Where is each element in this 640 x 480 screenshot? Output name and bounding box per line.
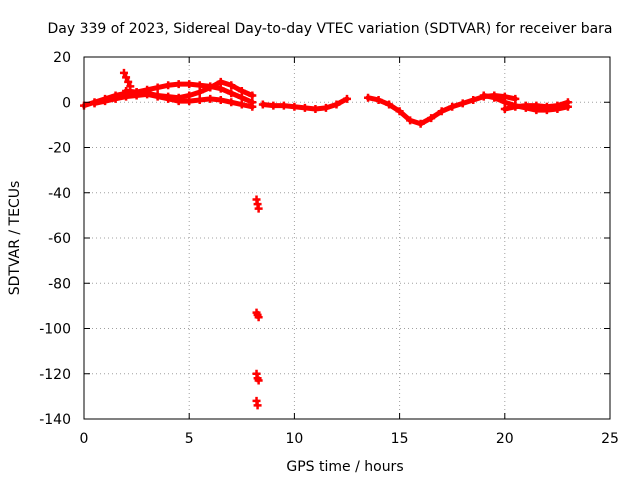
series-track-d <box>258 94 351 114</box>
data-point-track-d-8 <box>343 94 351 103</box>
data-point-track-e-0 <box>364 93 373 102</box>
grid-layer <box>84 57 610 419</box>
data-layer <box>80 68 572 410</box>
data-point-track-a-10 <box>185 80 194 89</box>
data-point-track-g-1 <box>511 102 520 111</box>
data-point-track-e-2 <box>385 100 394 109</box>
data-point-track-c-2 <box>143 89 152 98</box>
data-point-track-e-10 <box>469 95 478 104</box>
data-point-track-a-13 <box>216 84 225 93</box>
x-tick-label-15: 15 <box>391 431 409 447</box>
tick-layer: 0 5 10 15 20 25 20 0 -20 -40 -60 -80 -100 -120 -140 <box>39 50 619 447</box>
data-point-track-b-11 <box>206 94 215 103</box>
data-point-track-d-6 <box>321 103 330 112</box>
data-point-track-b-15 <box>248 102 257 111</box>
data-point-track-d-2 <box>279 101 288 110</box>
data-point-track-c-8 <box>206 83 215 92</box>
data-point-track-g-0 <box>500 105 509 114</box>
data-point-track-b-2 <box>111 94 120 103</box>
data-point-outliers-5 <box>254 313 263 322</box>
y-tick-label--60: -60 <box>48 231 71 247</box>
x-tick-label-25: 25 <box>601 431 619 447</box>
data-point-track-a-14 <box>227 89 236 98</box>
y-tick-label--80: -80 <box>48 276 71 292</box>
data-point-spike-3 <box>126 82 135 91</box>
data-point-track-c-6 <box>185 91 194 100</box>
x-tick-label-5: 5 <box>185 431 194 447</box>
y-axis-label: SDTVAR / TECUs <box>7 181 23 296</box>
x-tick-label-0: 0 <box>80 431 89 447</box>
data-point-outliers-2 <box>254 204 263 213</box>
y-tick-label-0: 0 <box>62 95 71 111</box>
data-point-track-c-4 <box>164 92 173 101</box>
data-point-track-e-8 <box>448 102 457 111</box>
data-point-track-a-15 <box>237 93 246 102</box>
data-point-track-d-0 <box>258 100 267 109</box>
data-point-track-d-3 <box>290 102 299 111</box>
series-track-c <box>122 77 257 102</box>
data-point-track-b-12 <box>216 95 225 104</box>
y-tick-label--100: -100 <box>39 322 71 338</box>
data-point-track-a-7 <box>153 83 162 92</box>
data-point-track-a-11 <box>195 81 204 90</box>
data-point-outliers-8 <box>254 376 263 385</box>
data-point-track-b-10 <box>195 95 204 104</box>
data-point-track-f-2 <box>500 98 509 107</box>
data-point-track-f-0 <box>479 91 488 100</box>
data-point-track-g-4 <box>542 102 551 111</box>
series-outliers <box>252 195 263 410</box>
chart-title: Day 339 of 2023, Sidereal Day-to-day VTE… <box>47 21 612 37</box>
data-point-track-e-5 <box>416 119 425 128</box>
data-point-track-d-1 <box>269 101 278 110</box>
data-point-track-g-3 <box>532 101 541 110</box>
series-spike <box>119 68 135 91</box>
data-point-track-b-1 <box>101 97 110 106</box>
data-point-track-c-7 <box>195 88 204 97</box>
data-point-track-a-8 <box>164 81 173 90</box>
data-point-track-b-0 <box>90 99 99 108</box>
y-tick-label--120: -120 <box>39 367 71 383</box>
data-point-track-e-1 <box>374 95 383 104</box>
data-point-track-d-4 <box>300 103 309 112</box>
data-point-track-e-7 <box>437 107 446 116</box>
data-point-track-e-3 <box>395 107 404 116</box>
data-point-track-c-12 <box>248 91 257 100</box>
data-point-track-c-3 <box>153 91 162 100</box>
data-point-track-c-0 <box>122 86 131 95</box>
data-point-spike-0 <box>119 68 128 77</box>
y-tick-label-20: 20 <box>53 50 71 66</box>
data-point-track-g-6 <box>563 98 572 107</box>
data-point-track-c-9 <box>216 77 225 86</box>
data-point-track-c-10 <box>227 81 236 90</box>
y-tick-label--20: -20 <box>48 141 71 157</box>
data-point-track-a-9 <box>174 80 183 89</box>
data-point-track-c-11 <box>237 86 246 95</box>
data-point-track-d-7 <box>332 100 341 109</box>
data-point-spike-2 <box>124 77 133 86</box>
data-point-track-b-14 <box>237 100 246 109</box>
data-point-track-d-5 <box>311 105 320 114</box>
data-point-track-c-5 <box>174 93 183 102</box>
data-point-track-e-6 <box>427 114 436 123</box>
x-tick-label-20: 20 <box>496 431 514 447</box>
data-point-track-g-5 <box>553 101 562 110</box>
data-point-track-e-9 <box>458 99 467 108</box>
data-point-track-e-4 <box>406 116 415 125</box>
data-point-outliers-10 <box>253 401 262 410</box>
x-tick-label-10: 10 <box>285 431 303 447</box>
data-point-track-f-1 <box>490 93 499 102</box>
data-point-track-b-13 <box>227 98 236 107</box>
x-axis-label: GPS time / hours <box>286 459 403 475</box>
series-track-b-line <box>92 91 255 110</box>
data-point-track-c-1 <box>132 88 141 97</box>
data-point-track-g-2 <box>521 101 530 110</box>
series-track-g <box>500 98 572 114</box>
y-tick-label--140: -140 <box>39 412 71 428</box>
y-tick-label--40: -40 <box>48 186 71 202</box>
data-point-track-e-14 <box>511 94 520 103</box>
data-point-spike-1 <box>122 73 131 82</box>
